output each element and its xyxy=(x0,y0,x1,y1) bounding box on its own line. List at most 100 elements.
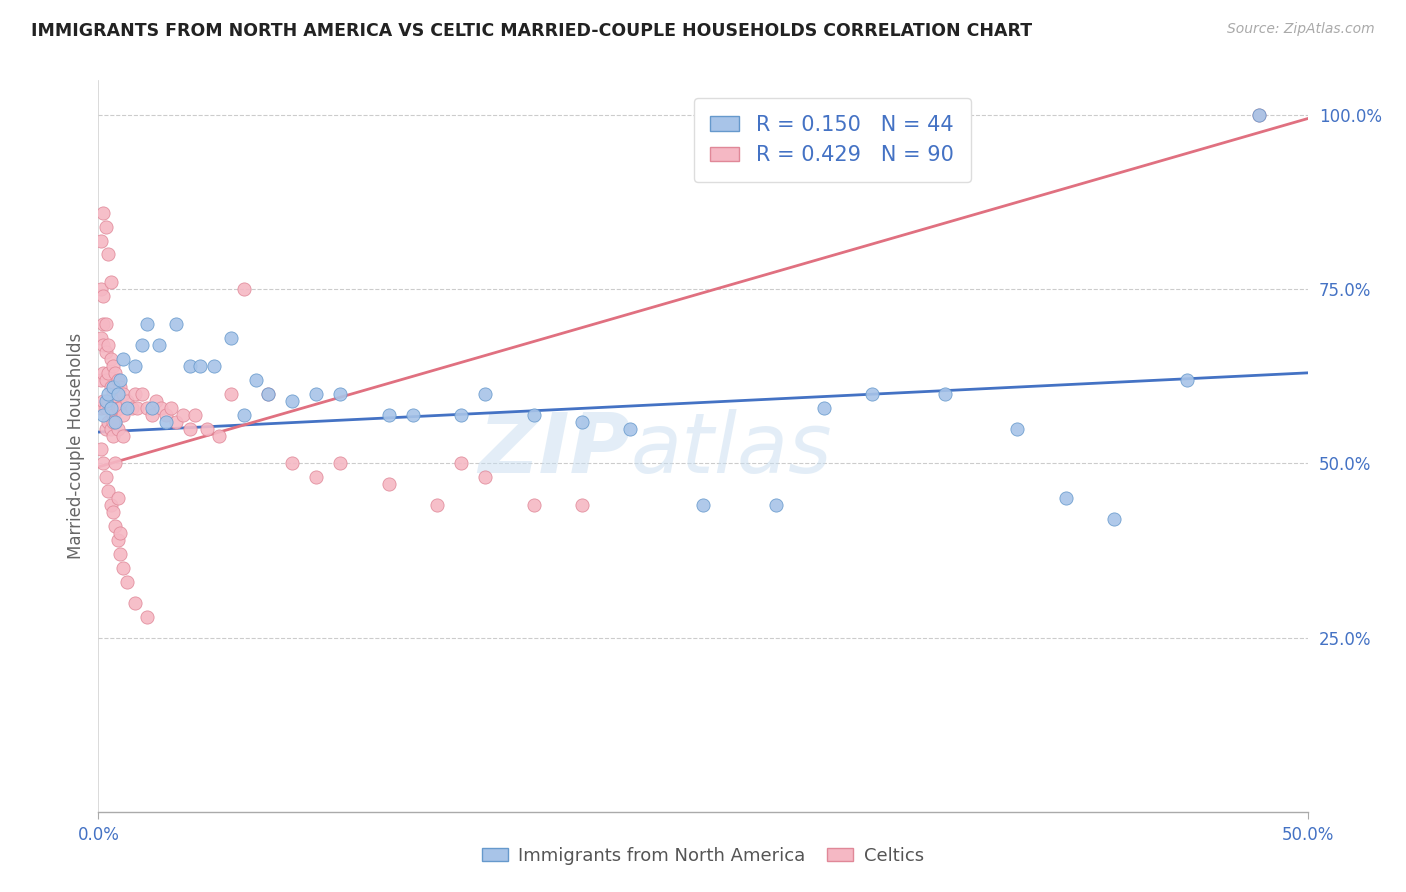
Point xyxy=(94,317,117,331)
Text: Source: ZipAtlas.com: Source: ZipAtlas.com xyxy=(1227,22,1375,37)
Point xyxy=(101,428,124,442)
Point xyxy=(117,401,139,415)
Point xyxy=(204,359,226,373)
Point xyxy=(94,393,117,408)
Point xyxy=(221,386,243,401)
Point xyxy=(104,519,127,533)
Point xyxy=(107,533,129,547)
Text: atlas: atlas xyxy=(630,409,832,491)
Point xyxy=(1175,373,1198,387)
Point xyxy=(108,526,131,541)
Point xyxy=(232,282,254,296)
Point xyxy=(100,401,122,415)
Legend: R = 0.150   N = 44, R = 0.429   N = 90: R = 0.150 N = 44, R = 0.429 N = 90 xyxy=(693,98,970,182)
Point xyxy=(90,401,112,415)
Point xyxy=(1007,421,1029,435)
Point xyxy=(91,205,114,219)
Point xyxy=(94,219,117,234)
Point xyxy=(329,457,352,471)
Point xyxy=(571,415,593,429)
Point xyxy=(329,386,352,401)
Point xyxy=(97,484,120,499)
Point xyxy=(165,415,187,429)
Point xyxy=(104,415,127,429)
Point xyxy=(523,408,546,422)
Point xyxy=(90,282,112,296)
Point xyxy=(111,561,134,575)
Point xyxy=(860,386,883,401)
Point xyxy=(426,498,449,512)
Point xyxy=(101,505,124,519)
Point xyxy=(101,408,124,422)
Point xyxy=(121,401,143,415)
Point xyxy=(107,401,129,415)
Point xyxy=(91,408,114,422)
Point xyxy=(100,351,122,366)
Point xyxy=(94,401,117,415)
Point xyxy=(377,477,399,491)
Point xyxy=(1102,512,1125,526)
Point xyxy=(117,574,139,589)
Point xyxy=(150,401,173,415)
Point xyxy=(97,393,120,408)
Point xyxy=(474,386,496,401)
Point xyxy=(155,408,177,422)
Point xyxy=(111,408,134,422)
Point xyxy=(100,401,122,415)
Point xyxy=(256,386,278,401)
Point xyxy=(108,373,131,387)
Point xyxy=(94,345,117,359)
Point xyxy=(111,351,134,366)
Text: IMMIGRANTS FROM NORTH AMERICA VS CELTIC MARRIED-COUPLE HOUSEHOLDS CORRELATION CH: IMMIGRANTS FROM NORTH AMERICA VS CELTIC … xyxy=(31,22,1032,40)
Point xyxy=(97,415,120,429)
Point xyxy=(104,366,127,380)
Point xyxy=(90,442,112,457)
Point xyxy=(101,415,124,429)
Point xyxy=(813,401,835,415)
Point xyxy=(108,547,131,561)
Text: ZIP: ZIP xyxy=(478,409,630,491)
Point xyxy=(101,359,124,373)
Point xyxy=(141,408,163,422)
Point xyxy=(450,408,472,422)
Point xyxy=(221,331,243,345)
Point xyxy=(107,386,129,401)
Point xyxy=(934,386,956,401)
Point xyxy=(165,317,187,331)
Point xyxy=(90,234,112,248)
Point xyxy=(281,457,304,471)
Point xyxy=(256,386,278,401)
Point xyxy=(692,498,714,512)
Point xyxy=(141,401,163,415)
Point xyxy=(1054,491,1077,506)
Point xyxy=(100,421,122,435)
Point xyxy=(179,359,201,373)
Point xyxy=(111,386,134,401)
Point xyxy=(94,470,117,484)
Point xyxy=(245,373,267,387)
Point xyxy=(108,380,131,394)
Point xyxy=(145,393,167,408)
Point xyxy=(402,408,425,422)
Point xyxy=(208,428,231,442)
Point xyxy=(135,317,157,331)
Point xyxy=(160,401,183,415)
Point xyxy=(104,457,127,471)
Point xyxy=(124,386,146,401)
Point xyxy=(90,331,112,345)
Point xyxy=(107,421,129,435)
Point xyxy=(155,415,177,429)
Point xyxy=(179,421,201,435)
Point xyxy=(101,386,124,401)
Point xyxy=(101,380,124,394)
Point xyxy=(94,373,117,387)
Point xyxy=(108,401,131,415)
Point xyxy=(107,491,129,506)
Point xyxy=(135,609,157,624)
Point xyxy=(474,470,496,484)
Point xyxy=(131,338,153,352)
Point xyxy=(571,498,593,512)
Point xyxy=(91,317,114,331)
Point xyxy=(97,247,120,261)
Point xyxy=(111,428,134,442)
